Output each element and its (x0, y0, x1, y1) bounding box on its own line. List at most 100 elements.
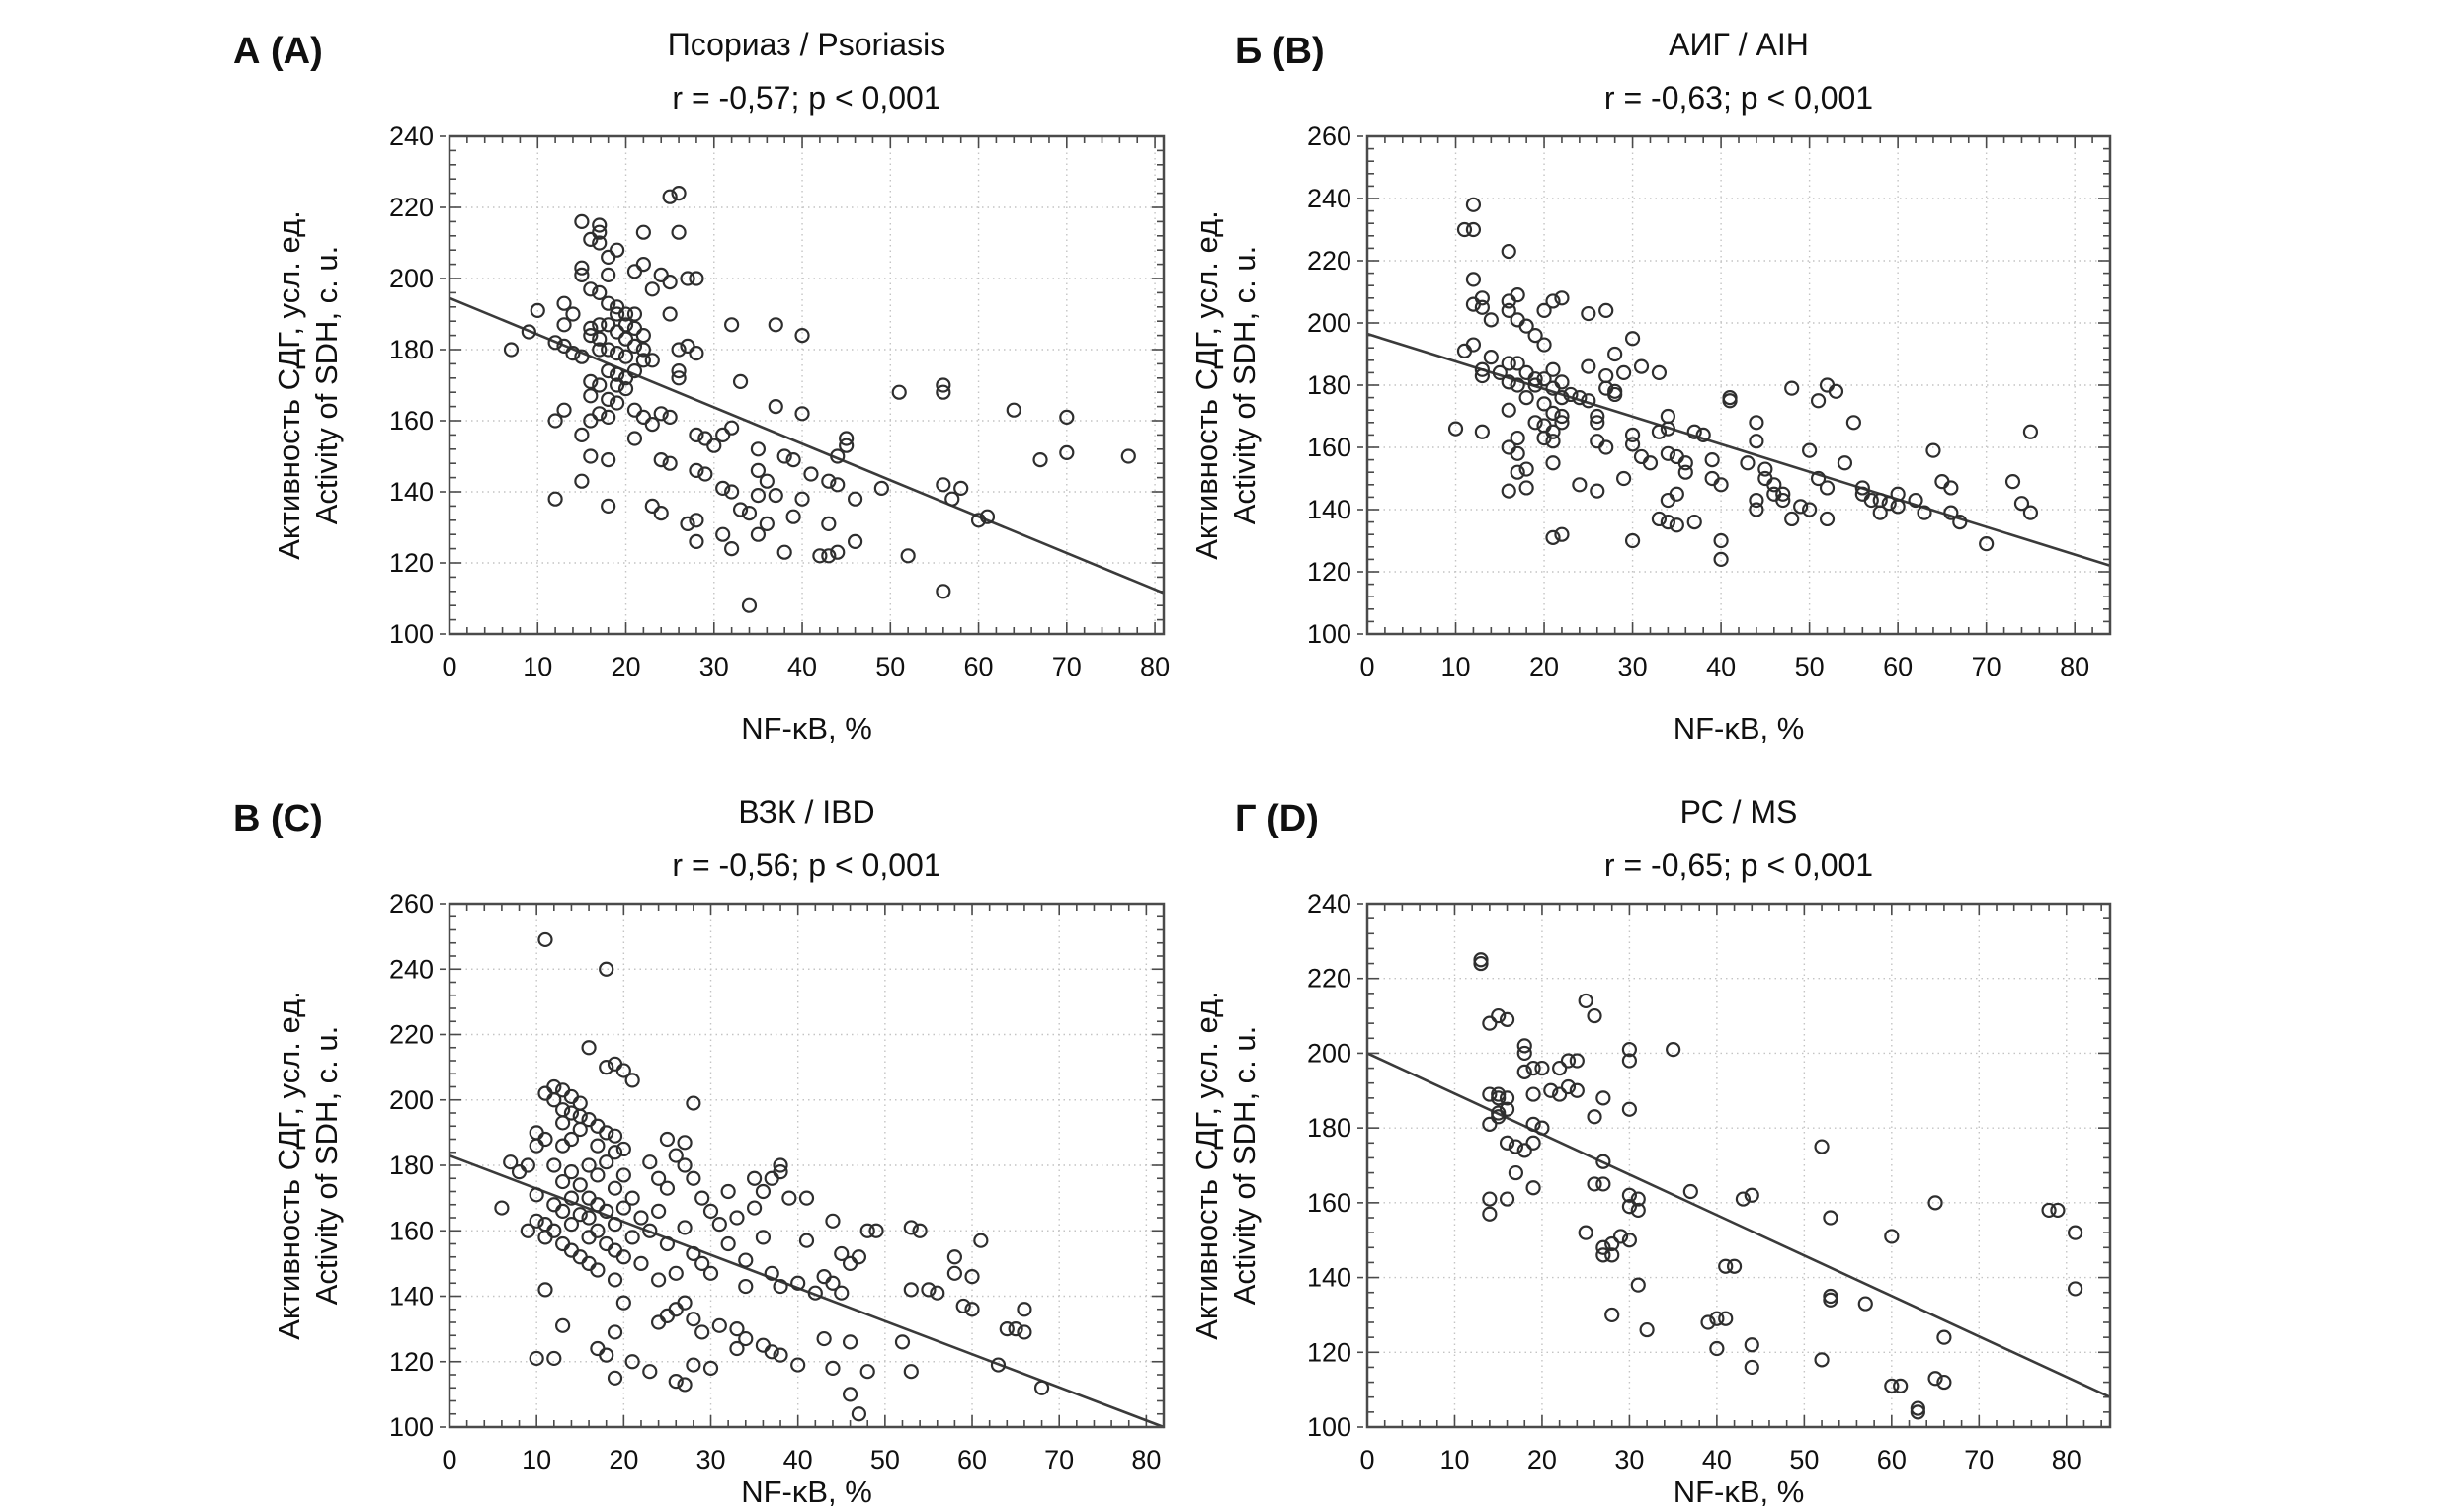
x-axis-title: NF-κB, % (1674, 1474, 1805, 1509)
data-point (1700, 1314, 1716, 1330)
data-point (662, 306, 678, 322)
panel-a: А (A) Псориаз / Psoriasis r = -0,57; p < 0… (233, 27, 1170, 746)
data-point (1578, 1225, 1593, 1240)
data-point (537, 1282, 553, 1298)
data-point (891, 384, 907, 400)
data-point (694, 1255, 710, 1271)
data-point (1536, 396, 1552, 412)
data-point (894, 1334, 911, 1350)
data-point (607, 1242, 623, 1258)
data-point (785, 452, 801, 468)
data-point (615, 1063, 631, 1078)
data-point (1621, 1053, 1638, 1069)
data-point (677, 1135, 693, 1151)
data-point (1527, 415, 1543, 431)
data-point (1033, 1380, 1050, 1395)
data-point (644, 498, 660, 515)
data-point (702, 1265, 719, 1281)
data-point (601, 363, 616, 379)
data-point (592, 235, 608, 251)
x-tick-label: 60 (1877, 1445, 1907, 1474)
data-point (555, 1173, 571, 1190)
data-point (776, 448, 792, 464)
data-point (2050, 1202, 2066, 1219)
data-point (798, 1190, 815, 1206)
data-point (1501, 402, 1516, 418)
data-point (609, 395, 625, 411)
data-point (581, 1040, 597, 1056)
data-point (842, 1255, 858, 1271)
data-point (1943, 480, 1959, 496)
data-point (1810, 393, 1827, 409)
data-point (601, 295, 616, 311)
data-point (1735, 1191, 1752, 1207)
trend-line (1366, 332, 2111, 567)
data-point (842, 1387, 858, 1402)
data-point (590, 1223, 606, 1238)
chart-subtitle-b: r = -0,63; p < 0,001 (1604, 80, 1873, 116)
data-point (1604, 1247, 1620, 1263)
data-point (520, 1157, 535, 1173)
data-point (653, 406, 669, 422)
data-point (572, 1121, 588, 1138)
data-point (715, 480, 731, 496)
trend-line (1366, 1052, 2111, 1398)
data-point (601, 452, 616, 468)
y-tick-label: 260 (1307, 121, 1351, 151)
data-point (1854, 480, 1870, 496)
y-tick-label: 120 (389, 548, 434, 578)
data-point (738, 1252, 754, 1268)
data-point (1630, 1191, 1646, 1207)
data-point (1749, 415, 1764, 431)
data-point (1872, 505, 1888, 520)
data-point (1474, 299, 1490, 315)
data-point (1590, 408, 1605, 425)
data-point (2041, 1202, 2057, 1219)
data-point (624, 1354, 640, 1370)
data-point (821, 473, 837, 489)
data-point (2068, 1225, 2083, 1240)
data-point (563, 1105, 580, 1121)
data-point (903, 1282, 919, 1298)
data-point (555, 1317, 571, 1333)
data-point (794, 328, 810, 344)
data-point (821, 516, 837, 532)
corner-label-a: А (A) (233, 31, 323, 72)
data-point (936, 477, 951, 493)
tick-marks-a (449, 135, 1164, 635)
corner-label-b: Б (B) (1235, 31, 1325, 72)
data-point (764, 1344, 779, 1360)
data-point (689, 513, 704, 528)
data-point (1545, 424, 1561, 439)
data-point (615, 1167, 631, 1183)
y-tick-label: 160 (1307, 433, 1351, 462)
x-tick-label: 10 (1441, 652, 1471, 681)
data-point (615, 1141, 631, 1157)
data-point (847, 491, 863, 507)
data-point (1952, 514, 1968, 530)
data-point (546, 1197, 562, 1213)
data-point (694, 1190, 710, 1206)
data-point (825, 1275, 841, 1291)
data-point (529, 1187, 544, 1203)
data-point (979, 509, 996, 524)
data-point (1749, 492, 1764, 509)
data-point (1510, 464, 1525, 480)
data-point (859, 1223, 875, 1238)
y-tick-label: 180 (1307, 370, 1351, 400)
data-point (1483, 350, 1499, 365)
data-point (1499, 1135, 1515, 1151)
plot-frame (448, 902, 1166, 1429)
data-point (1518, 461, 1534, 477)
data-point (702, 1203, 719, 1219)
data-point (764, 1170, 779, 1186)
data-point (626, 338, 643, 354)
x-tick-label: 30 (699, 652, 729, 681)
data-point (755, 1337, 772, 1353)
data-point (1554, 374, 1570, 390)
data-point (635, 224, 651, 240)
data-point (572, 1177, 588, 1193)
data-point (1552, 1060, 1568, 1076)
data-point (626, 264, 643, 279)
x-tick-label: 70 (1964, 1445, 1994, 1474)
